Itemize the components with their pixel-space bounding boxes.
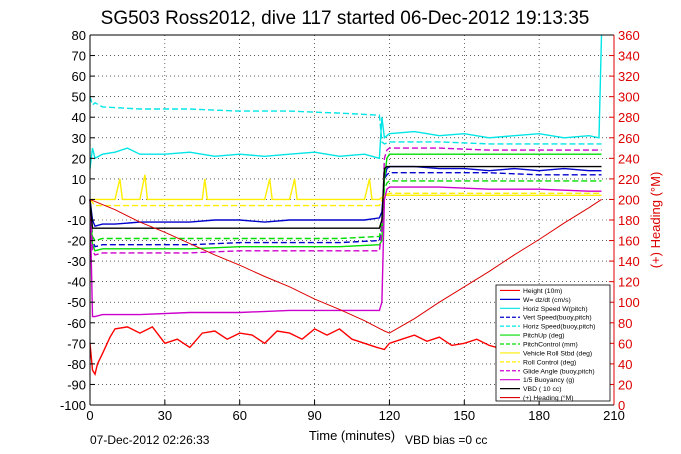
footer-timestamp: 07-Dec-2012 02:26:33 bbox=[90, 433, 210, 447]
y2-tick-label: 360 bbox=[618, 28, 640, 43]
y2-tick-label: 160 bbox=[618, 234, 640, 249]
y-tick-label: -30 bbox=[67, 254, 86, 269]
x-tick-label: 210 bbox=[603, 408, 625, 423]
legend-entry-label: PitchUp (deg) bbox=[523, 333, 565, 340]
series-line-6 bbox=[89, 180, 602, 242]
y2-tick-label: 200 bbox=[618, 192, 640, 207]
x-tick-label: 60 bbox=[232, 408, 246, 423]
y2-tick-label: 180 bbox=[618, 213, 640, 228]
y-tick-label: 30 bbox=[72, 131, 86, 146]
series-line-12 bbox=[89, 198, 602, 334]
series-line-4 bbox=[89, 96, 602, 145]
series-line-8 bbox=[89, 192, 602, 207]
y-tick-label: 50 bbox=[72, 90, 86, 105]
series-line-5 bbox=[89, 153, 602, 252]
legend-entry-label: Horiz Speed(buoy,pitch) bbox=[523, 324, 595, 331]
x-tick-label: 120 bbox=[379, 408, 401, 423]
y2-tick-label: 80 bbox=[618, 316, 632, 331]
y-tick-label: -20 bbox=[67, 234, 86, 249]
y-tick-label: -100 bbox=[60, 398, 86, 413]
legend-entry-label: Vehicle Roll Stbd (deg) bbox=[523, 350, 592, 357]
footer-vbd-bias: VBD bias =0 cc bbox=[405, 433, 487, 447]
y-tick-label: 10 bbox=[72, 172, 86, 187]
right-axis-label: (+) Heading (°M) bbox=[648, 172, 663, 269]
y2-tick-label: 20 bbox=[618, 377, 632, 392]
y-tick-label: -80 bbox=[67, 357, 86, 372]
y-tick-label: -10 bbox=[67, 213, 86, 228]
legend: Height (10m) W= dz/dt (cm/s) Horiz Speed W… bbox=[495, 284, 611, 402]
chart-title: SG503 Ross2012, dive 117 started 06-Dec-… bbox=[101, 8, 590, 29]
y-tick-label: 0 bbox=[79, 192, 86, 207]
y2-tick-label: 320 bbox=[618, 69, 640, 84]
y-tick-label: 70 bbox=[72, 49, 86, 64]
y-tick-label: -40 bbox=[67, 275, 86, 290]
y-tick-label: -60 bbox=[67, 316, 86, 331]
series-line-11 bbox=[89, 165, 602, 229]
legend-entry-label: PitchControl (mm) bbox=[523, 342, 578, 349]
x-tick-label: 90 bbox=[307, 408, 321, 423]
y-tick-label: 60 bbox=[72, 69, 86, 84]
y-tick-label: 40 bbox=[72, 110, 86, 125]
legend-entry-label: (+) Heading (°M) bbox=[523, 394, 574, 402]
legend-entry-label: Vert Speed(buoy,pitch) bbox=[523, 315, 592, 322]
y-tick-label: -90 bbox=[67, 377, 86, 392]
legend-entry-label: W= dz/dt (cm/s) bbox=[523, 297, 571, 304]
legend-entry-label: Roll Control (deg) bbox=[523, 359, 576, 366]
y2-tick-label: 300 bbox=[618, 90, 640, 105]
legend-entry-label: Glide Angle (buoy,pitch) bbox=[523, 368, 595, 375]
axes: 0 30 60 90 120 150 180 21080706050403020100-10-… bbox=[60, 28, 640, 423]
y-tick-label: -50 bbox=[67, 295, 86, 310]
series-line-1 bbox=[89, 165, 602, 228]
series-line-10 bbox=[89, 186, 602, 318]
x-tick-label: 150 bbox=[453, 408, 475, 423]
series-line-0 bbox=[89, 326, 497, 377]
y-tick-label: 20 bbox=[72, 151, 86, 166]
x-tick-label: 30 bbox=[158, 408, 172, 423]
x-tick-label: 0 bbox=[86, 408, 93, 423]
y-tick-label: -70 bbox=[67, 336, 86, 351]
x-tick-label: 180 bbox=[528, 408, 550, 423]
y2-tick-label: 240 bbox=[618, 151, 640, 166]
y2-tick-label: 260 bbox=[618, 131, 640, 146]
y2-tick-label: 0 bbox=[618, 398, 625, 413]
y2-tick-label: 140 bbox=[618, 254, 640, 269]
legend-entry-label: Horiz Speed W(pitch) bbox=[523, 306, 588, 313]
legend-entry-label: 1/5 Buoyancy (g) bbox=[523, 377, 574, 384]
series-line-9 bbox=[89, 147, 602, 256]
legend-entry-label: VBD ( 10 cc) bbox=[523, 386, 562, 393]
y2-tick-label: 220 bbox=[618, 172, 640, 187]
series-line-3 bbox=[89, 171, 602, 248]
series-line-2 bbox=[89, 34, 603, 169]
series-line-7 bbox=[90, 174, 602, 201]
series-layer bbox=[89, 34, 603, 377]
y2-tick-label: 60 bbox=[618, 336, 632, 351]
y2-tick-label: 280 bbox=[618, 110, 640, 125]
legend-entry-label: Height (10m) bbox=[523, 288, 562, 295]
y2-tick-label: 40 bbox=[618, 357, 632, 372]
y2-tick-label: 100 bbox=[618, 295, 640, 310]
y2-tick-label: 340 bbox=[618, 49, 640, 64]
y2-tick-label: 120 bbox=[618, 275, 640, 290]
legend-box bbox=[495, 284, 611, 402]
x-axis-label: Time (minutes) bbox=[309, 428, 395, 443]
y-tick-label: 80 bbox=[72, 28, 86, 43]
